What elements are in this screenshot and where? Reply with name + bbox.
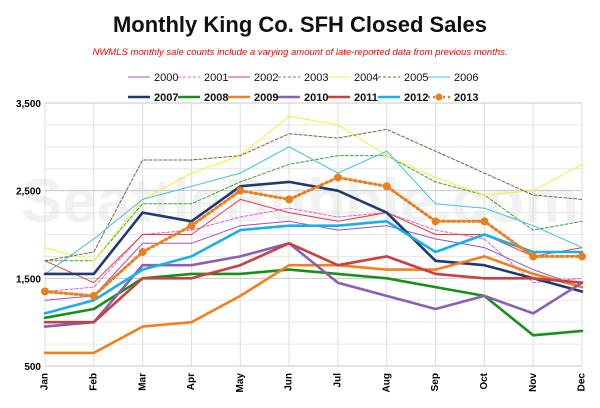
legend-label-2010: 2010 [304,92,328,104]
x-tick-label: May [235,373,246,393]
x-tick-label: Oct [479,372,490,389]
series-point-2013 [333,173,342,182]
series-point-2013 [578,252,586,261]
x-tick-label: Jan [40,373,51,390]
legend-label-2000: 2000 [154,72,178,84]
x-tick-label: Apr [186,373,197,390]
legend-label-2001: 2001 [204,72,228,84]
series-line-2012 [43,220,584,315]
series-point-2013 [187,221,196,230]
series-point-2013 [529,252,538,261]
series-line-2004 [44,115,583,262]
series-point-2013 [89,291,98,300]
series-line-2008 [43,268,584,337]
y-tick-label: 500 [24,362,41,373]
series-line-2009 [43,255,584,355]
series-point-2013 [431,217,440,226]
x-tick-label: Jun [284,373,295,391]
x-tick-label: Mar [137,373,148,391]
legend-label-2007: 2007 [154,92,178,104]
series-point-2013 [236,186,245,195]
legend-label-2003: 2003 [304,72,328,84]
legend-label-2005: 2005 [404,72,428,84]
legend-label-2011: 2011 [354,92,378,104]
legend-label-2004: 2004 [354,72,378,84]
chart-subtitle: NWMLS monthly sale counts include a vary… [92,47,507,58]
series-line-2001 [44,207,583,292]
x-tick-label: Dec [577,373,588,392]
axes: 500 1,500 2,500 3,500 Jan Feb Mar Apr May Jun Jul A… [16,99,588,392]
series-line-2007 [43,180,584,293]
series-line-2013 [43,176,584,298]
series-line-2006 [44,146,583,275]
x-tick-label: Feb [88,373,99,391]
legend-label-2002: 2002 [254,72,278,84]
x-tick-label: Sep [430,373,441,391]
x-tick-label: Aug [381,373,392,392]
series-lines [41,115,586,355]
legend-label-2006: 2006 [454,72,478,84]
legend-label-2013: 2013 [454,92,478,104]
legend-label-2012: 2012 [404,92,428,104]
legend-marker-2013 [435,93,443,101]
legend-label-2008: 2008 [204,92,228,104]
series-point-2013 [138,248,147,257]
series-point-2013 [382,182,391,191]
series-point-2013 [285,195,294,204]
series-line-2011 [43,242,584,324]
y-tick-label: 2,500 [16,187,41,198]
series-line-2005 [44,128,583,262]
x-tick-label: Jul [333,373,344,388]
series-point-2013 [41,287,49,296]
legend: 2000 2001 2002 2003 2004 2005 2006 2007 2008 2009… [128,72,478,104]
series-point-2013 [480,217,489,226]
y-tick-label: 3,500 [16,99,41,110]
x-tick-label: Nov [528,373,539,392]
y-tick-label: 1,500 [16,274,41,285]
chart-title: Monthly King Co. SFH Closed Sales [113,12,487,37]
legend-label-2009: 2009 [254,92,278,104]
